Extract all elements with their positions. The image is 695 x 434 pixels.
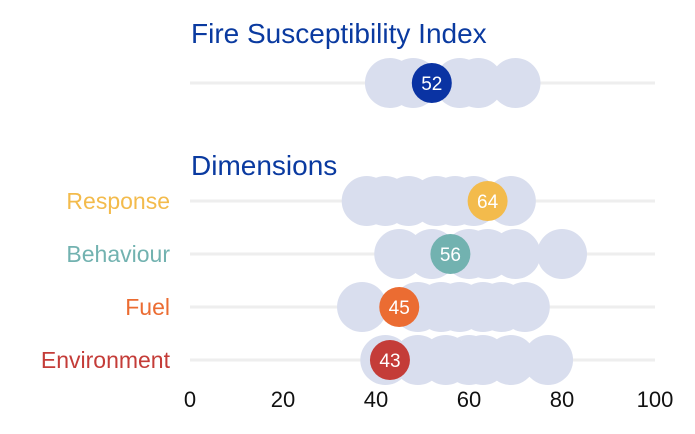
background-dot	[499, 282, 550, 332]
x-tick-label: 100	[637, 387, 674, 412]
environment-value-label: 43	[379, 351, 400, 372]
fuel-value-dot	[379, 287, 420, 327]
behaviour-row: 56 Behaviour	[66, 229, 655, 279]
response-value-dot	[467, 181, 508, 221]
x-axis: 0 20 40 60 80 100	[184, 387, 673, 412]
response-value-label: 64	[477, 192, 499, 213]
environment-row: 43 Environment	[41, 335, 655, 385]
background-dot	[490, 229, 541, 279]
dimension-rows: 64 Response 56 Behaviour 45 Fuel 43 Environment	[41, 176, 655, 385]
environment-label: Environment	[41, 347, 171, 373]
behaviour-value-dot	[430, 234, 471, 274]
background-dot	[453, 58, 504, 108]
x-tick-label: 40	[364, 387, 388, 412]
x-tick-label: 60	[457, 387, 481, 412]
environment-value-dot	[369, 340, 410, 380]
response-label: Response	[66, 188, 170, 214]
background-dot	[537, 229, 587, 279]
x-tick-label: 80	[550, 387, 574, 412]
chart-title: Fire Susceptibility Index	[191, 18, 487, 49]
dimensions-heading: Dimensions	[191, 150, 337, 181]
index-value-label: 52	[421, 74, 442, 95]
response-row: 64 Response	[66, 176, 655, 226]
fuel-value-label: 45	[389, 298, 410, 319]
fuel-row: 45 Fuel	[125, 282, 655, 332]
index-row: 52	[190, 58, 655, 108]
background-dot	[490, 58, 541, 108]
behaviour-label: Behaviour	[66, 241, 170, 267]
x-tick-label: 0	[184, 387, 196, 412]
x-tick-label: 20	[271, 387, 295, 412]
background-dot	[485, 335, 536, 385]
fuel-label: Fuel	[125, 294, 170, 320]
background-dot	[337, 282, 388, 332]
index-value-dot	[411, 63, 452, 103]
background-dot	[523, 335, 574, 385]
index-row: 52	[190, 58, 655, 108]
behaviour-value-label: 56	[440, 245, 461, 266]
